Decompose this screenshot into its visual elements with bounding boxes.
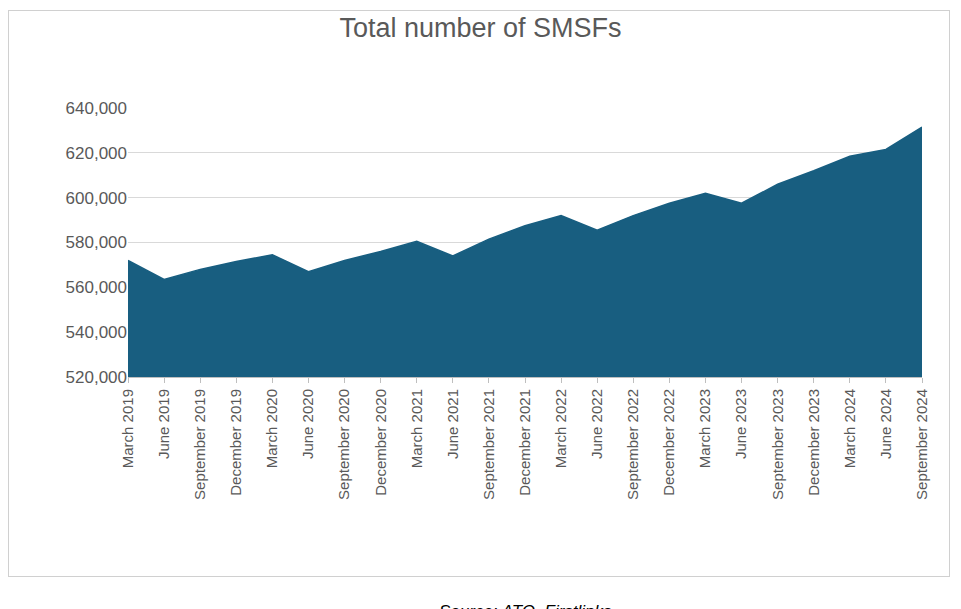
svg-text:June 2022: June 2022 — [588, 389, 605, 459]
svg-text:March 2022: March 2022 — [552, 389, 569, 468]
svg-text:September 2023: September 2023 — [769, 389, 786, 500]
svg-text:March 2020: March 2020 — [263, 389, 280, 468]
svg-text:September 2024: September 2024 — [913, 389, 930, 500]
svg-text:620,000: 620,000 — [66, 144, 127, 163]
svg-text:September 2022: September 2022 — [624, 389, 641, 500]
svg-text:March 2019: March 2019 — [119, 389, 136, 468]
svg-text:600,000: 600,000 — [66, 189, 127, 208]
svg-text:580,000: 580,000 — [66, 233, 127, 252]
svg-text:September 2020: September 2020 — [335, 389, 352, 500]
svg-text:September 2021: September 2021 — [480, 389, 497, 500]
svg-text:June 2024: June 2024 — [877, 389, 894, 459]
svg-text:March 2023: March 2023 — [696, 389, 713, 468]
svg-text:560,000: 560,000 — [66, 278, 127, 297]
svg-text:June 2021: June 2021 — [444, 389, 461, 459]
svg-text:540,000: 540,000 — [66, 323, 127, 342]
svg-text:March 2024: March 2024 — [841, 389, 858, 468]
svg-text:June 2019: June 2019 — [155, 389, 172, 459]
svg-text:Source: ATO, Firstlinks: Source: ATO, Firstlinks — [439, 602, 612, 609]
svg-text:December 2023: December 2023 — [805, 389, 822, 496]
svg-text:640,000: 640,000 — [66, 99, 127, 118]
svg-text:520,000: 520,000 — [66, 368, 127, 387]
svg-text:December 2021: December 2021 — [516, 389, 533, 496]
svg-text:December 2020: December 2020 — [372, 389, 389, 496]
svg-text:December 2019: December 2019 — [227, 389, 244, 496]
svg-text:Total number of SMSFs: Total number of SMSFs — [339, 13, 621, 43]
svg-text:March 2021: March 2021 — [408, 389, 425, 468]
svg-text:June 2020: June 2020 — [299, 389, 316, 459]
svg-text:June 2023: June 2023 — [732, 389, 749, 459]
svg-text:December 2022: December 2022 — [660, 389, 677, 496]
svg-text:September 2019: September 2019 — [191, 389, 208, 500]
